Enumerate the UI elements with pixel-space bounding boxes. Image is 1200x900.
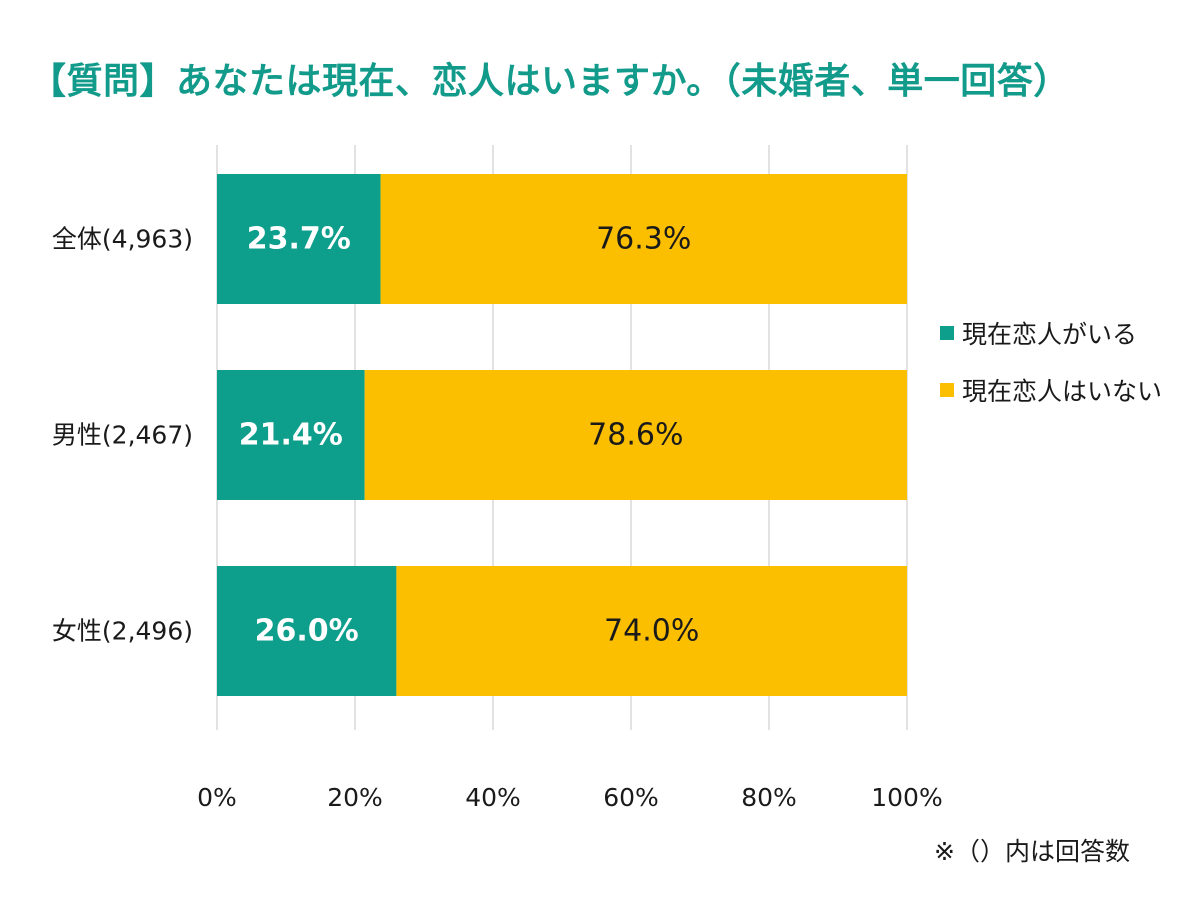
data-label: 23.7% [247,222,351,257]
bar-segment [396,566,907,696]
data-label: 26.0% [255,614,359,649]
sample-size-note: ※（）内は回答数 [934,837,1130,866]
bar-segment [380,174,907,304]
legend-label: 現在恋人はいない [962,377,1163,406]
bar-segment [217,174,381,304]
x-tick-label: 0% [197,783,237,812]
data-label: 76.3% [596,222,691,257]
chart-legend: 現在恋人がいる 現在恋人はいない [940,318,1162,432]
chart-title: 【質問】あなたは現在、恋人はいますか。（未婚者、単一回答） [30,61,1070,102]
legend-label: 現在恋人がいる [962,320,1138,349]
legend-item: 現在恋人はいない [940,375,1163,406]
data-label: 74.0% [604,614,699,649]
category-label: 女性(2,496) [52,617,193,646]
x-tick-label: 80% [741,783,797,812]
legend-item: 現在恋人がいる [940,318,1162,349]
category-label: 全体(4,963) [52,225,193,254]
bar-segment [364,370,907,500]
x-tick-label: 40% [465,783,521,812]
category-label: 男性(2,467) [52,421,193,450]
data-label: 21.4% [239,418,343,453]
x-tick-label: 100% [871,783,942,812]
bar-segment [217,566,397,696]
legend-swatch [940,383,954,397]
bar-segment [217,370,365,500]
data-label: 78.6% [588,418,683,453]
legend-swatch [940,326,954,340]
x-tick-label: 20% [327,783,383,812]
x-tick-label: 60% [603,783,659,812]
